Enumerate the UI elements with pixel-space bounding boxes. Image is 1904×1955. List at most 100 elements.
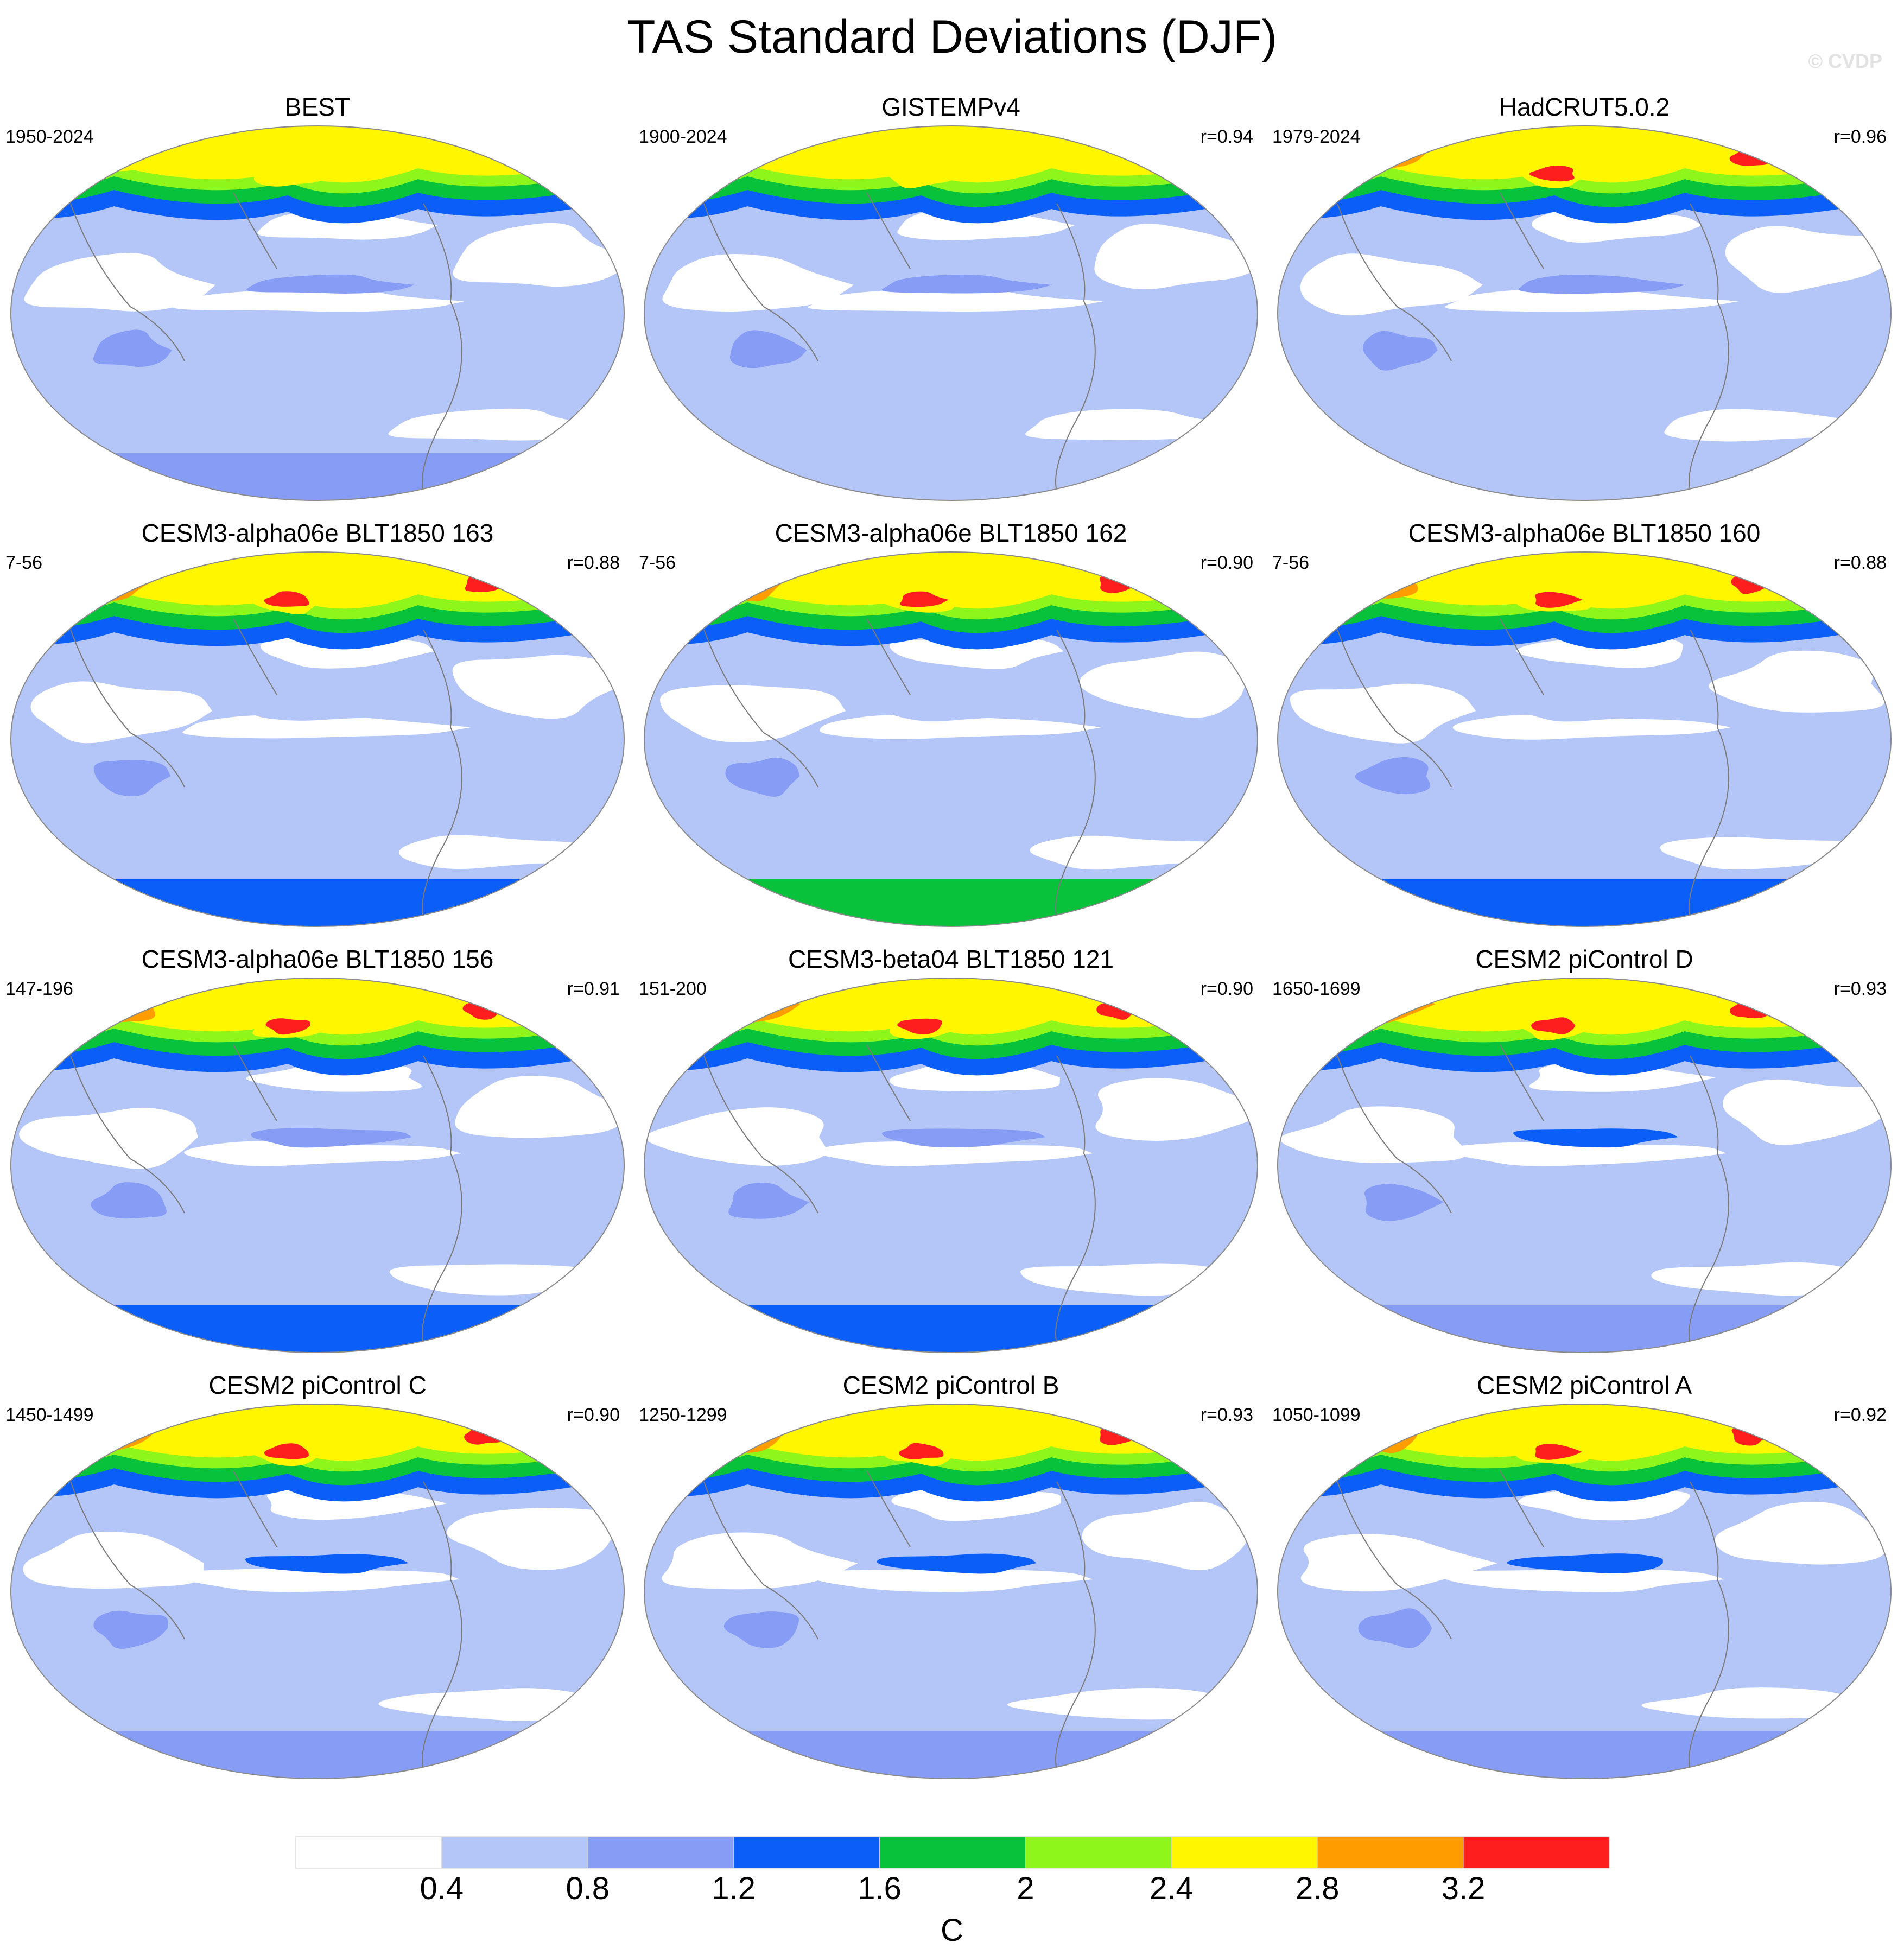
colorbar-tick-label: 1.2 [712, 1871, 756, 1906]
field-eq-pacific [245, 1554, 409, 1574]
panel-title: CESM3-alpha06e BLT1850 156 [141, 945, 494, 973]
coastline [703, 192, 1096, 492]
panel-pattern-correlation: r=0.88 [567, 553, 620, 573]
field-low-region [1290, 683, 1476, 744]
panel-period: 7-56 [5, 553, 43, 573]
panel-pattern-correlation: r=0.91 [567, 979, 620, 999]
field-low-region [19, 1107, 198, 1169]
robinson-map [644, 125, 1258, 501]
robinson-map [644, 977, 1258, 1353]
field-low-region [1723, 1079, 1891, 1145]
coastline [703, 1470, 1096, 1770]
panel-pattern-correlation: r=0.90 [567, 1405, 620, 1425]
field-low-region [807, 1569, 1093, 1592]
field-low-region [260, 637, 435, 669]
colorbar-segment [1317, 1836, 1464, 1869]
field-low-region [452, 655, 624, 719]
field-low-region [182, 715, 471, 739]
field-low-region [1007, 1687, 1222, 1720]
field-nh-hotspot-core [265, 1018, 310, 1035]
map-panel: CESM3-alpha06e BLT1850 156 147-196 r=0.91 [5, 944, 630, 1373]
panel-pattern-correlation: r=0.90 [1200, 553, 1253, 573]
field-low-region [1082, 1501, 1251, 1571]
map-panel: CESM2 piControl A 1050-1099 r=0.92 [1272, 1370, 1896, 1799]
field-low-region [1300, 253, 1483, 316]
panel-title: CESM3-alpha06e BLT1850 162 [775, 519, 1127, 547]
coastline [703, 1044, 1096, 1344]
colorbar-segment [1171, 1836, 1318, 1869]
field-australia [1364, 1184, 1444, 1221]
robinson-map [1277, 551, 1892, 927]
field-low-region [24, 253, 216, 312]
robinson-map [10, 977, 625, 1353]
field-low-region [808, 288, 1104, 312]
field-low-region [30, 681, 213, 744]
field-australia [1358, 1608, 1432, 1648]
panel-pattern-correlation: r=0.96 [1833, 126, 1887, 147]
field-low-region [1725, 226, 1891, 293]
field-low-region [172, 288, 465, 312]
map-border [10, 551, 625, 927]
colorbar-segment [441, 1836, 588, 1869]
field-nh-hotspot-core [264, 591, 310, 607]
coastline [70, 1470, 462, 1770]
map-border [644, 551, 1258, 927]
robinson-map [10, 125, 625, 501]
colorbar-tick-label: 2.8 [1295, 1871, 1340, 1906]
colorbar-segment [733, 1836, 880, 1869]
map-border [644, 1404, 1258, 1779]
colorbar-units: C [941, 1913, 963, 1948]
field-low-region [662, 253, 854, 312]
field-eq-pacific [1518, 275, 1686, 294]
map-border [1277, 125, 1892, 501]
panel-title: CESM2 piControl C [208, 1371, 427, 1399]
panel-pattern-correlation: r=0.88 [1833, 553, 1887, 573]
field-low-region [1651, 1262, 1864, 1296]
map-border [10, 125, 625, 501]
colorbar-segment [879, 1836, 1026, 1869]
field-eq-pacific [881, 1128, 1046, 1147]
colorbar-tick-label: 3.2 [1441, 1871, 1486, 1906]
field-eq-pacific [877, 1553, 1037, 1574]
field-nh-hotspot-core [1535, 592, 1583, 608]
panel-period: 151-200 [639, 979, 707, 999]
field-low-region [1079, 651, 1246, 718]
field-australia [93, 760, 171, 796]
colorbar-segment [1463, 1836, 1610, 1869]
robinson-map [10, 551, 625, 927]
panel-period: 1950-2024 [5, 126, 94, 147]
map-panel: CESM2 piControl D 1650-1699 r=0.93 [1272, 944, 1896, 1373]
field-australia [723, 1611, 799, 1648]
coastline [70, 1044, 462, 1344]
map-panel: CESM3-alpha06e BLT1850 160 7-56 r=0.88 [1272, 518, 1896, 947]
field-eq-pacific [255, 701, 417, 721]
panel-title: HadCRUT5.0.2 [1499, 93, 1670, 121]
panel-title: CESM3-alpha06e BLT1850 163 [141, 519, 494, 547]
panel-title: CESM3-alpha06e BLT1850 160 [1408, 519, 1761, 547]
field-nh-hotspot-core [900, 591, 949, 607]
figure-title: TAS Standard Deviations (DJF) [626, 11, 1278, 63]
field-eq-pacific [1519, 701, 1679, 722]
field-nh-hotspot-core [899, 1443, 944, 1459]
panel-title: CESM2 piControl B [842, 1371, 1059, 1399]
field-low-region [1280, 1106, 1467, 1164]
coastline [1337, 192, 1729, 492]
field-low-region [815, 1141, 1093, 1166]
field-australia [1355, 757, 1431, 795]
panel-pattern-correlation: r=0.94 [1200, 126, 1253, 147]
panel-period: 1979-2024 [1272, 126, 1361, 147]
map-panel: CESM2 piControl B 1250-1299 r=0.93 [639, 1370, 1263, 1799]
field-eq-pacific [251, 1128, 412, 1148]
field-low-region [1095, 1078, 1258, 1141]
cvdp-watermark: © CVDP [1808, 50, 1882, 72]
map-panel: CESM3-alpha06e BLT1850 163 7-56 r=0.88 [5, 518, 630, 947]
field-nh-hotspot [887, 160, 962, 188]
field-low-region [1446, 1142, 1727, 1166]
colorbar-tick-label: 2.4 [1150, 1871, 1194, 1906]
colorbar-tick-label: 2 [1017, 1871, 1034, 1906]
panel-period: 7-56 [1272, 553, 1310, 573]
colorbar-tick-label: 0.8 [566, 1871, 610, 1906]
robinson-map [1277, 977, 1892, 1353]
field-eq-pacific [1507, 1553, 1663, 1573]
coastline [703, 618, 1096, 918]
